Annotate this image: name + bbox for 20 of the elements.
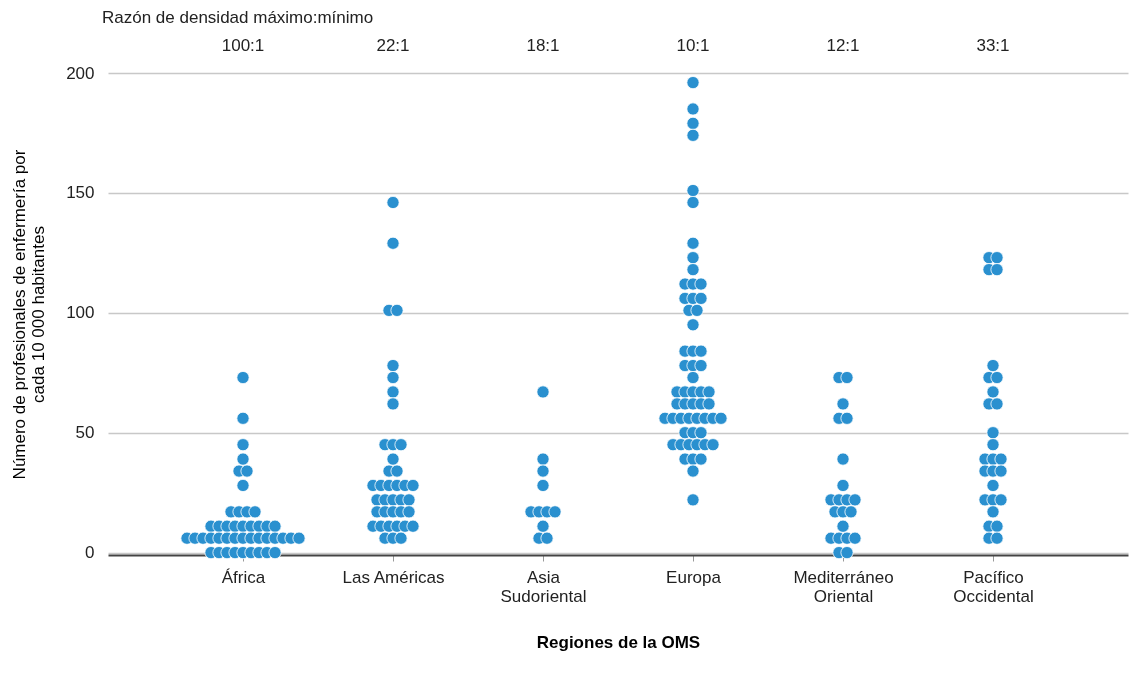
- text: Razón de densidad máximo:mínimo: [102, 8, 374, 27]
- x-tick-label: Europa: [666, 567, 722, 587]
- text: 22:1: [376, 36, 410, 55]
- text: 18:1: [526, 36, 560, 55]
- x-tick-label: Asia Sudoriental: [500, 567, 587, 606]
- x-tick-label: Las Américas: [342, 567, 445, 587]
- y-tick-label: 50: [75, 423, 95, 443]
- y-axis-title: Número de profesionales de enfermería por cada 10 000 habitantes: [10, 149, 49, 480]
- text: 33:1: [976, 36, 1010, 55]
- x-tick-label: Mediterráneo Oriental: [793, 567, 894, 606]
- y-tick-label: 150: [66, 183, 95, 203]
- y-tick-label: 200: [66, 63, 95, 83]
- y-tick-label: 100: [66, 303, 95, 323]
- text: 10:1: [676, 36, 710, 55]
- x-tick-label: Pacífico Occidental: [953, 567, 1034, 606]
- y-tick-label: 0: [85, 543, 95, 563]
- x-tick-label: África: [221, 567, 266, 587]
- text: 100:1: [221, 36, 265, 55]
- x-axis-title: Regiones de la OMS: [536, 632, 701, 652]
- text: 12:1: [826, 36, 860, 55]
